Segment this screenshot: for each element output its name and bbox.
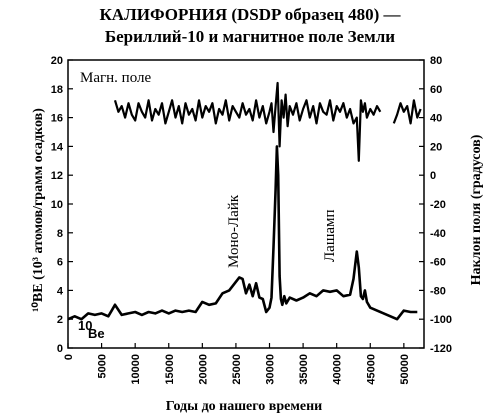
series-layer (67, 81, 422, 321)
right-tick-label: 40 (430, 113, 442, 125)
right-tick-label: 20 (430, 141, 442, 153)
left-tick-label: 6 (57, 257, 63, 269)
x-tick-label: 25000 (231, 354, 243, 385)
right-tick-label: -60 (430, 257, 446, 269)
plot-frame (67, 59, 425, 349)
x-tick-label: 30000 (265, 354, 277, 385)
x-tick-label: 20000 (197, 354, 209, 385)
left-axis: 0 2 4 6 8 10 12 14 16 18 20 (51, 55, 73, 355)
right-tick-label: -40 (430, 228, 446, 240)
right-tick-label: -20 (430, 199, 446, 211)
be10-line (67, 145, 418, 321)
left-tick-label: 2 (57, 314, 63, 326)
left-tick-label: 0 (57, 343, 63, 355)
y-axis-left-label: ¹⁰BE (10³ атомов/грамм осадков) (31, 108, 46, 312)
x-tick-label: 50000 (399, 354, 411, 385)
left-tick-label: 8 (57, 228, 63, 240)
field-annotation: Магн. поле (80, 70, 151, 86)
x-tick-label: 15000 (164, 354, 176, 385)
right-tick-label: -100 (430, 314, 452, 326)
left-tick-label: 20 (51, 55, 63, 67)
plot-border (67, 59, 425, 349)
right-tick-label: -120 (430, 343, 452, 355)
left-tick-label: 16 (51, 113, 63, 125)
left-tick-label: 18 (51, 84, 63, 96)
chart-subtitle: Бериллий-10 и магнитное поле Земли (105, 27, 395, 46)
mono-lake-annotation: Моно-Лайк (226, 194, 242, 268)
left-tick-label: 12 (51, 170, 63, 182)
x-tick-label: 5000 (97, 354, 109, 378)
right-tick-label: 60 (430, 84, 442, 96)
be10-annotation: Be (88, 326, 105, 341)
x-tick-label: 45000 (365, 354, 377, 385)
y-axis-right-label: Наклон поля (градусов) (469, 134, 484, 285)
x-axis-label: Годы до нашего времени (166, 399, 322, 414)
lachamp-annotation: Лашамп (322, 209, 338, 262)
x-tick-label: 35000 (298, 354, 310, 385)
be10-annotation-sup: 10 (78, 318, 92, 333)
left-tick-label: 14 (51, 141, 64, 153)
right-tick-label: -80 (430, 285, 446, 297)
x-tick-label: 0 (63, 354, 75, 360)
x-tick-label: 10000 (130, 354, 142, 385)
x-axis: 0 5000 10000 15000 20000 25000 30000 35000 40000… (63, 343, 411, 385)
chart-title: КАЛИФОРНИЯ (DSDP образец 480) — (99, 5, 401, 24)
left-tick-label: 4 (57, 285, 64, 297)
right-axis: 80 60 40 20 0 -20 -40 -60 -80 -100 -120 (419, 55, 452, 355)
x-tick-label: 40000 (332, 354, 344, 385)
right-tick-label: 0 (430, 170, 436, 182)
right-tick-label: 80 (430, 55, 442, 67)
left-tick-label: 10 (51, 199, 63, 211)
field-inclination-line (113, 81, 382, 162)
field-inclination-line (392, 99, 422, 125)
